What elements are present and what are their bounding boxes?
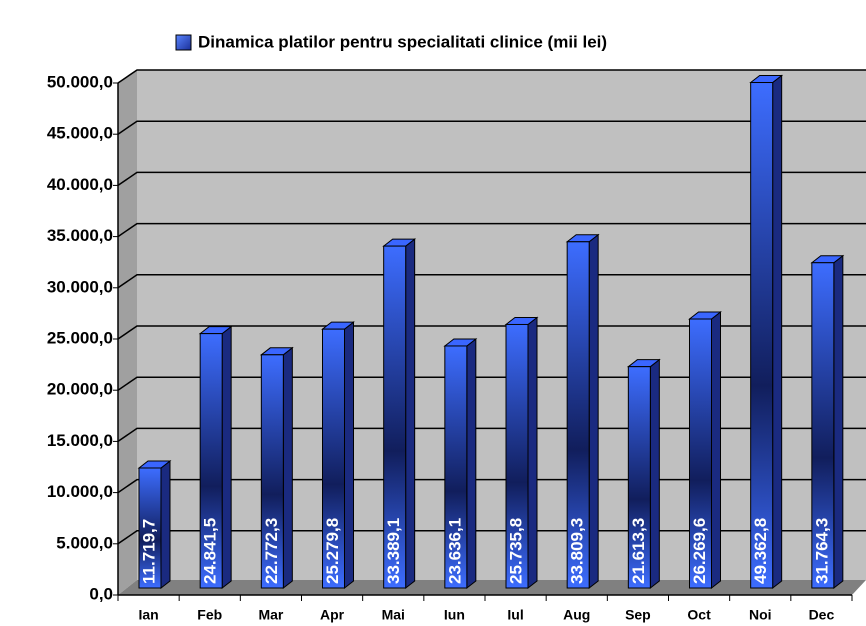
y-tick-label: 50.000,0 <box>47 72 113 91</box>
y-tick-label: 10.000,0 <box>47 482 113 501</box>
bar-front <box>505 323 529 589</box>
bar <box>504 316 539 590</box>
legend-label: Dinamica platilor pentru specialitati cl… <box>198 32 607 51</box>
x-tick-label: Mar <box>258 607 283 623</box>
x-tick-label: Ian <box>138 607 158 623</box>
bar <box>198 325 233 590</box>
x-tick-label: Apr <box>320 607 345 623</box>
grid-line <box>117 171 866 187</box>
value-label: 31.764,3 <box>812 518 831 584</box>
x-tick-label: Mai <box>382 607 405 623</box>
bar <box>321 321 355 590</box>
bar-front <box>627 366 651 589</box>
bar-side <box>649 358 660 590</box>
value-label: 11.719,7 <box>139 519 158 584</box>
value-label: 25.279,8 <box>323 518 342 584</box>
bar-front <box>811 262 835 589</box>
y-tick-label: 45.000,0 <box>47 124 113 143</box>
bar <box>443 337 478 590</box>
bar-side <box>527 316 538 590</box>
bar-front <box>383 245 407 589</box>
bar-front <box>260 354 284 589</box>
y-tick-label: 0,0 <box>89 584 113 603</box>
value-label: 25.735,8 <box>506 518 525 584</box>
bar-side <box>405 238 416 590</box>
bar-front <box>689 318 712 589</box>
y-tick-label: 15.000,0 <box>47 431 113 450</box>
bar <box>137 459 172 590</box>
grid-line <box>117 222 866 238</box>
y-tick-label: 25.000,0 <box>47 328 113 347</box>
bar-front <box>138 467 162 589</box>
bar <box>382 238 417 590</box>
bar-side <box>833 254 844 590</box>
y-tick-label: 35.000,0 <box>47 226 113 245</box>
grid-line <box>117 427 866 443</box>
bar-side <box>221 325 232 590</box>
bar <box>688 310 722 590</box>
bar <box>259 346 294 590</box>
y-tick-label: 20.000,0 <box>47 380 113 399</box>
grid-line <box>117 325 866 340</box>
value-label: 22.772,3 <box>262 518 281 584</box>
value-label: 33.389,1 <box>384 518 403 584</box>
bar <box>565 233 600 590</box>
bar-side <box>160 459 171 590</box>
bar-side <box>466 337 477 590</box>
bar-front <box>750 82 774 589</box>
x-tick-label: Oct <box>687 607 711 623</box>
bar-side <box>588 233 599 590</box>
x-tick-label: Feb <box>197 607 222 623</box>
x-tick-label: Aug <box>563 607 590 623</box>
y-tick-label: 40.000,0 <box>47 175 113 194</box>
bar-front <box>566 241 590 589</box>
value-label: 26.269,6 <box>690 518 709 584</box>
grid-line <box>117 274 866 289</box>
grid-line <box>117 376 866 391</box>
x-tick-label: Dec <box>809 607 835 623</box>
bar-front <box>322 328 345 589</box>
bar <box>626 358 661 590</box>
bar-side <box>711 310 721 590</box>
bar-side <box>772 74 783 590</box>
bar-front <box>199 333 223 589</box>
value-label: 49.362,8 <box>751 518 770 584</box>
back-wall <box>137 70 866 580</box>
bar-side <box>282 346 293 590</box>
grid-line <box>117 69 866 84</box>
bar <box>749 74 784 590</box>
legend-swatch <box>175 34 192 51</box>
grid-line <box>117 120 866 135</box>
grid-line <box>117 530 866 545</box>
floor <box>118 580 866 595</box>
value-label: 21.613,3 <box>629 518 648 584</box>
value-label: 24.841,5 <box>201 518 220 584</box>
x-tick-label: Iul <box>507 607 523 623</box>
y-tick-label: 5.000,0 <box>56 533 113 552</box>
x-tick-label: Sep <box>625 607 651 623</box>
y-tick-label: 30.000,0 <box>47 277 113 296</box>
value-label: 23.636,1 <box>445 518 464 584</box>
bar-side <box>344 321 354 590</box>
value-label: 33.809,3 <box>568 518 587 584</box>
bar-front <box>444 345 468 589</box>
legend: Dinamica platilor pentru specialitati cl… <box>175 32 607 51</box>
bar <box>810 254 845 590</box>
x-tick-label: Iun <box>444 607 465 623</box>
grid-line <box>117 478 866 494</box>
x-tick-label: Noi <box>749 607 772 623</box>
